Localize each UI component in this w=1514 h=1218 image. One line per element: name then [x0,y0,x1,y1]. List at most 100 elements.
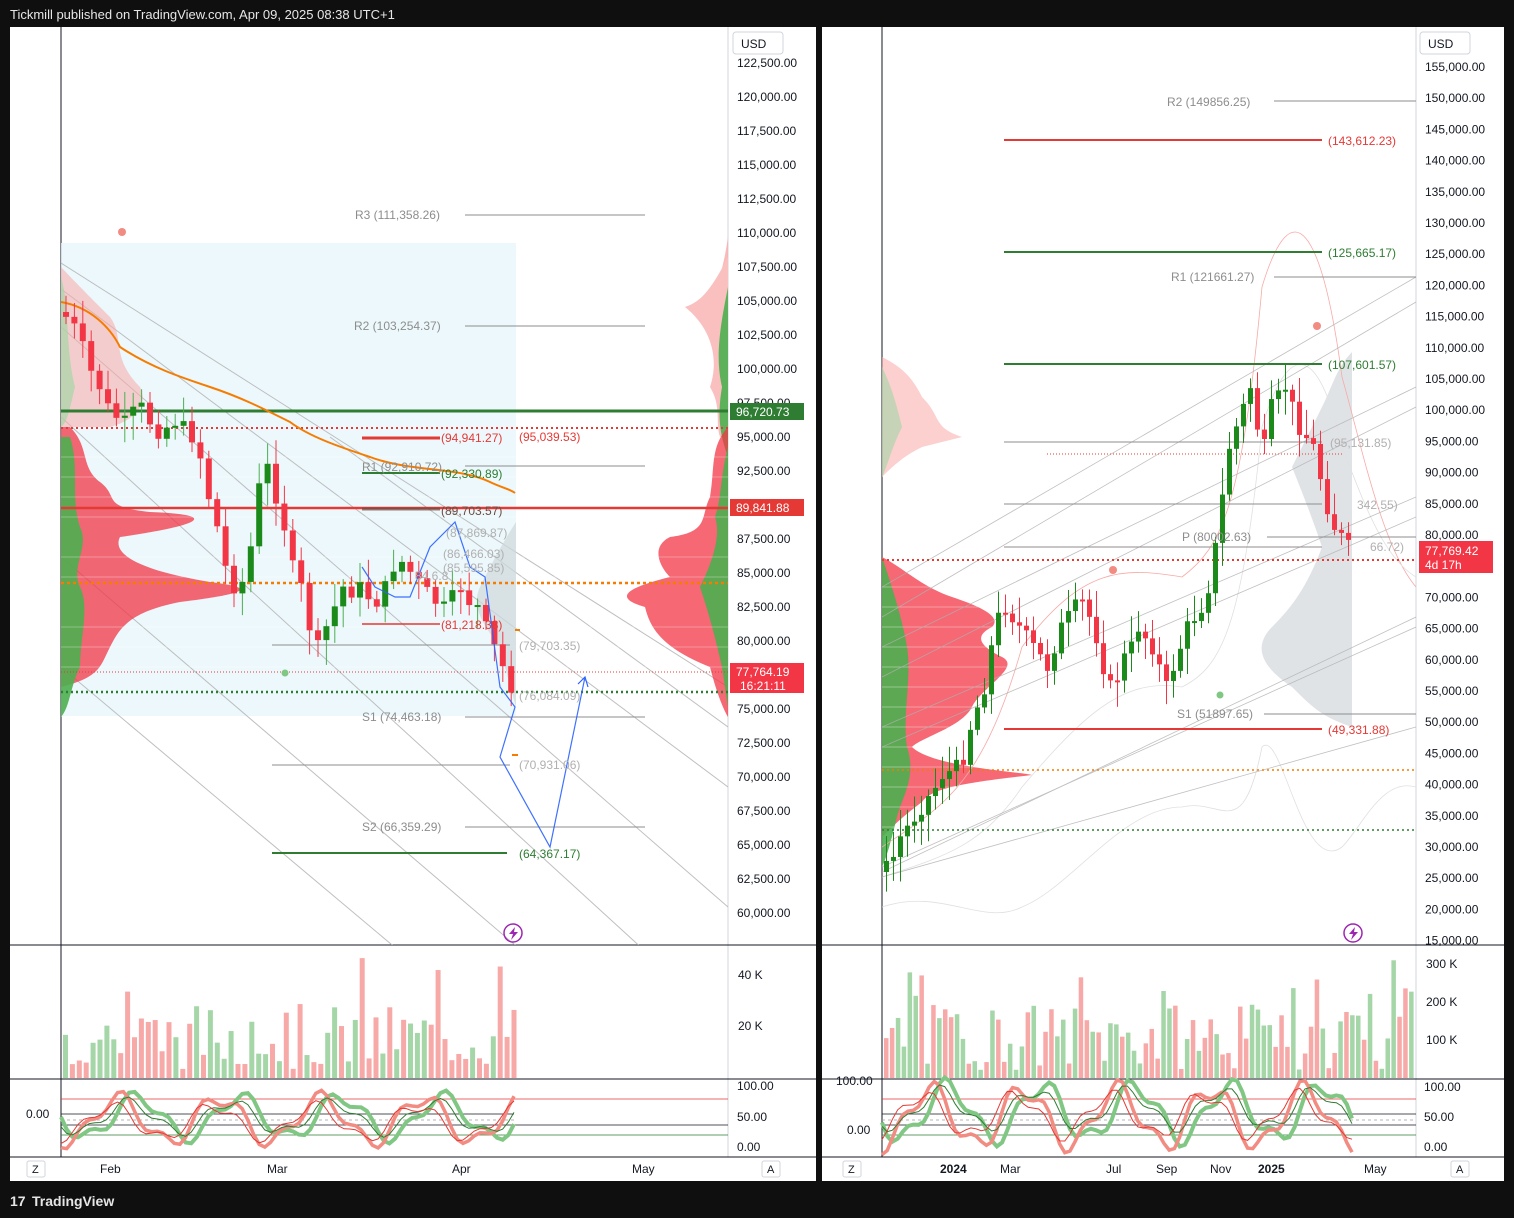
candle [189,421,195,443]
candle [933,787,938,797]
right-price-tick: 130,000.00 [1425,216,1485,230]
left-price-tick: 95,000.00 [737,430,791,444]
left-main-pane[interactable]: R3 (111,358.26) R2 (103,254.37) R1 (92,9… [61,208,728,1181]
volume-bar [194,1006,200,1078]
candle [940,779,945,788]
candle [449,590,456,602]
time-label-apr: Apr [452,1162,471,1176]
volume-bar [263,1054,269,1078]
candle [1059,622,1064,654]
pivot-r2-label: R2 (149856.25) [1167,95,1250,109]
time-label-may: May [632,1162,655,1176]
left-chart-panel[interactable]: R3 (111,358.26) R2 (103,254.37) R1 (92,9… [10,27,816,1181]
level-label-4: (95,131.85) [1330,436,1391,450]
candle [1080,599,1085,602]
candle [298,560,305,584]
left-price-tick: 60,000.00 [737,906,791,920]
candle [1108,674,1113,681]
volume-bar [408,1023,413,1078]
pivot-r3-label: R3 (111,358.26) [355,208,440,222]
volume-bar [1120,1036,1125,1078]
level-label-6: (86,466.03) [443,547,504,561]
right-chart-svg[interactable]: R2 (149856.25) R1 (121661.27) P (80002.6… [822,27,1504,1181]
right-volume-pane[interactable] [884,960,1414,1078]
volume-bar [180,1068,186,1078]
pivot-s1-label: S1 (74,463.18) [362,710,441,724]
right-main-pane[interactable]: R2 (149856.25) R1 (121661.27) P (80002.6… [882,95,1416,943]
level-label-1: (143,612.23) [1328,134,1396,148]
right-currency-label[interactable]: USD [1428,37,1454,51]
volume-bar [889,1027,895,1078]
volume-bar [1220,1054,1225,1078]
left-currency-label[interactable]: USD [741,37,767,51]
candle [905,825,910,837]
candle [1150,638,1155,655]
lightning-icon[interactable] [1343,923,1363,943]
auto-scale-button[interactable]: A [1450,1160,1470,1178]
level-label-6: 66.72) [1370,540,1404,554]
candle [499,644,506,667]
candle [1052,653,1057,671]
auto-scale-button[interactable]: A [761,1160,781,1178]
volume-bar [435,970,441,1078]
volume-bar [1190,1020,1196,1078]
right-price-axis[interactable]: USD 155,000.00 150,000.00 145,000.00 140,00… [1419,31,1493,948]
volume-bar [1350,1015,1355,1078]
candle [373,599,380,607]
left-price-tick: 62,500.00 [737,872,791,886]
zoom-z-button[interactable]: Z [26,1160,46,1178]
volume-bar [990,1010,995,1078]
candle [348,586,355,598]
volume-bar [1055,1036,1060,1078]
left-oscillator-pane[interactable]: 100.00 50.00 0.00 0.00 [26,1079,774,1154]
volume-bar [428,1024,434,1078]
right-price-tick: 90,000.00 [1425,466,1479,480]
candle [382,581,389,607]
tradingview-brand[interactable]: TradingView [32,1193,115,1209]
candle [138,402,145,407]
zoom-z-button[interactable]: Z [842,1160,862,1178]
candle [1087,599,1092,617]
svg-text:Z: Z [32,1164,39,1176]
pivot-r2-label: R2 (103,254.37) [354,319,441,333]
left-price-tick: 115,000.00 [737,158,796,172]
osc-left-value-100: 100.00 [836,1074,873,1088]
volume-bar [931,1005,936,1078]
volume-bar [1149,1028,1154,1078]
left-price-axis[interactable]: USD 122,500.00 120,000.00 117,500.00 115,00… [730,31,804,920]
candle [407,561,414,572]
volume-bar [276,1061,282,1078]
candle [1171,670,1176,681]
candle [79,323,86,342]
volume-bar [249,1021,255,1078]
volume-bar [1161,990,1166,1078]
volume-bar [1066,1063,1072,1078]
candle [1122,653,1127,681]
right-chart-panel[interactable]: R2 (149856.25) R1 (121661.27) P (80002.6… [822,27,1504,1181]
left-price-tick: 122,500.00 [737,56,797,70]
volume-bar [1356,1015,1361,1078]
candle [926,796,931,815]
volume-bar [352,1019,358,1078]
candle [1325,479,1330,515]
time-label-sep: Sep [1156,1162,1178,1176]
volume-bar [1025,1012,1031,1078]
right-time-axis[interactable]: 2024 Mar Jul Sep Nov 2025 May [940,1162,1387,1176]
right-oscillator-pane[interactable]: 100.00 50.00 0.00 100.00 0.00 [836,1074,1461,1157]
volume-bar [1249,1004,1255,1078]
volume-bar [1367,993,1373,1078]
lightning-icon[interactable] [503,923,523,943]
candle [1045,654,1050,671]
volume-bar [1043,1031,1048,1078]
candle [968,729,973,765]
left-price-tick: 110,000.00 [737,226,796,240]
candle [1346,532,1351,540]
volume-bar [1385,1038,1390,1078]
left-chart-svg[interactable]: R3 (111,358.26) R2 (103,254.37) R1 (92,9… [10,27,816,1181]
left-volume-pane[interactable] [63,958,517,1078]
volume-bar [449,1060,455,1078]
volume-bar [1179,1068,1184,1078]
candle [424,578,431,587]
level-label-4: (89,703.57) [441,504,502,518]
left-time-axis[interactable]: Feb Mar Apr May [100,1162,655,1176]
